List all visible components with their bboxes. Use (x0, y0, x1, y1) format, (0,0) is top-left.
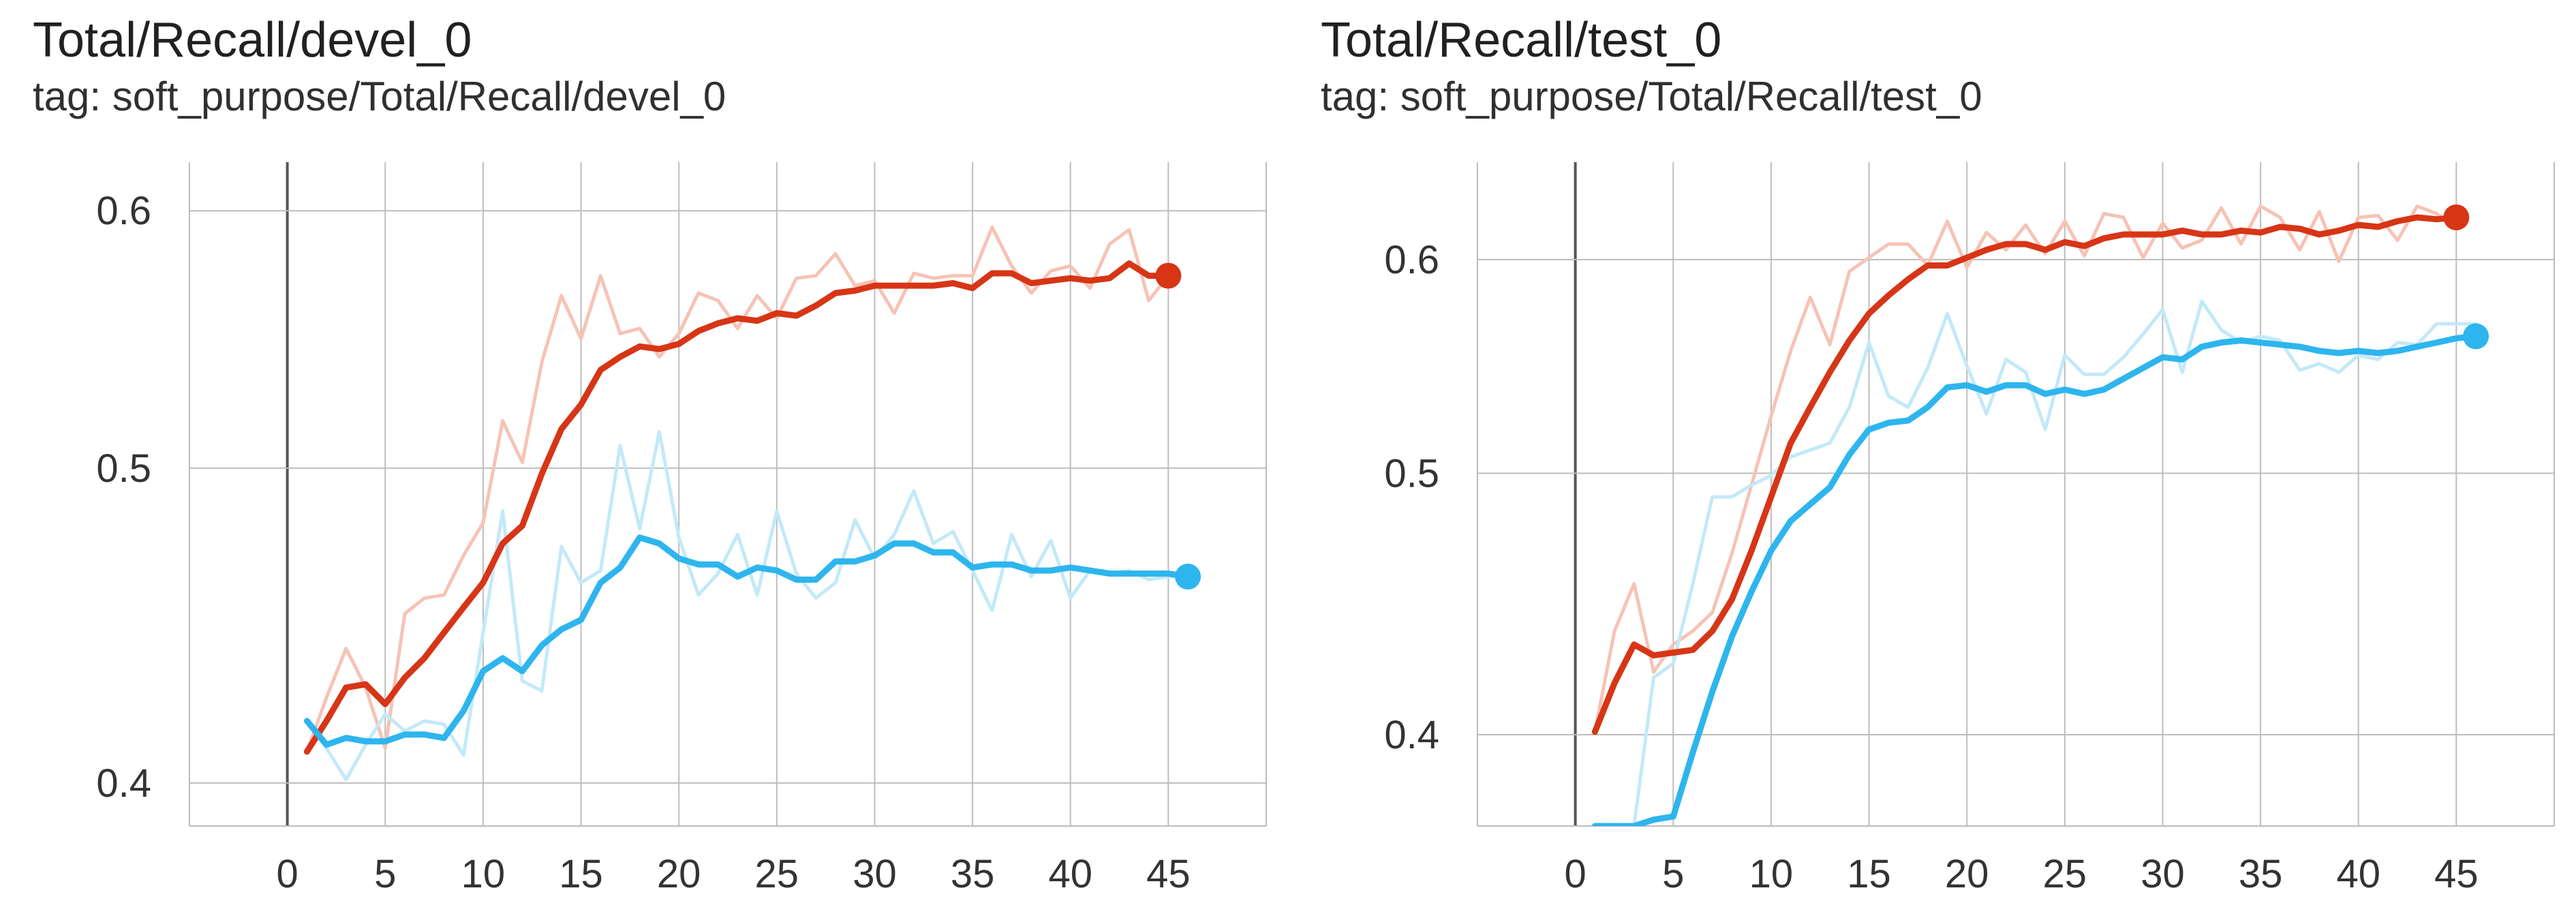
x-tick-label: 5 (374, 852, 396, 896)
series-1-smoothed-line (303, 534, 1191, 748)
x-tick-label: 35 (951, 852, 995, 896)
series-0-raw-line (305, 226, 1170, 754)
y-tick-label: 0.4 (96, 761, 151, 806)
x-tick-label: 45 (1146, 852, 1191, 896)
chart-plot-devel: 0.4 0.5 0.6 0 5 10 15 20 25 30 35 40 45 (96, 162, 1267, 896)
chart-panel-devel: Total/Recall/devel_0 tag: soft_purpose/T… (33, 13, 1267, 896)
y-tick-label: 0.6 (1384, 238, 1439, 282)
x-tick-label: 40 (1048, 852, 1092, 896)
series-1-raw-line (305, 430, 1190, 782)
x-tick-label: 30 (2141, 852, 2185, 896)
x-tick-label: 20 (1945, 852, 1989, 896)
x-tick-label: 10 (1749, 852, 1794, 896)
chart-title: Total/Recall/test_0 (1321, 13, 1722, 67)
chart-tag: tag: soft_purpose/Total/Recall/devel_0 (33, 74, 726, 119)
series-0-endpoint-marker[interactable] (2443, 204, 2470, 230)
x-tick-label: 25 (755, 852, 799, 896)
y-tick-label: 0.6 (96, 189, 151, 233)
x-tick-label: 5 (1662, 852, 1684, 896)
series-1-raw-line (1593, 299, 2478, 826)
x-tick-label: 40 (2336, 852, 2380, 896)
series-0-endpoint-marker[interactable] (1155, 262, 1182, 289)
x-tick-label: 25 (2043, 852, 2087, 896)
series-1-endpoint-marker[interactable] (1175, 564, 1201, 590)
x-tick-label: 30 (853, 852, 897, 896)
series-0-raw-line (1593, 204, 2458, 734)
series-0-smoothed-line (1591, 214, 2459, 735)
series-1-endpoint-marker[interactable] (2463, 323, 2489, 350)
x-tick-label: 20 (657, 852, 701, 896)
y-tick-label: 0.5 (1384, 451, 1439, 495)
x-tick-label: 10 (461, 852, 506, 896)
x-tick-label: 15 (559, 852, 603, 896)
x-tick-label: 15 (1847, 852, 1891, 896)
y-tick-label: 0.5 (96, 446, 151, 491)
chart-title: Total/Recall/devel_0 (33, 13, 472, 67)
x-tick-label: 0 (1565, 852, 1586, 896)
y-tick-label: 0.4 (1384, 713, 1439, 757)
chart-plot-test: 0.4 0.5 0.6 0 5 10 15 20 25 30 35 40 45 (1384, 162, 2555, 896)
chart-panel-test: Total/Recall/test_0 tag: soft_purpose/To… (1288, 0, 2576, 916)
series-0-smoothed-line (303, 260, 1171, 755)
x-tick-label: 45 (2434, 852, 2479, 896)
x-tick-label: 0 (277, 852, 298, 896)
series-1-smoothed-line (1591, 333, 2479, 826)
x-tick-label: 35 (2239, 852, 2283, 896)
chart-tag: tag: soft_purpose/Total/Recall/test_0 (1321, 74, 1982, 119)
